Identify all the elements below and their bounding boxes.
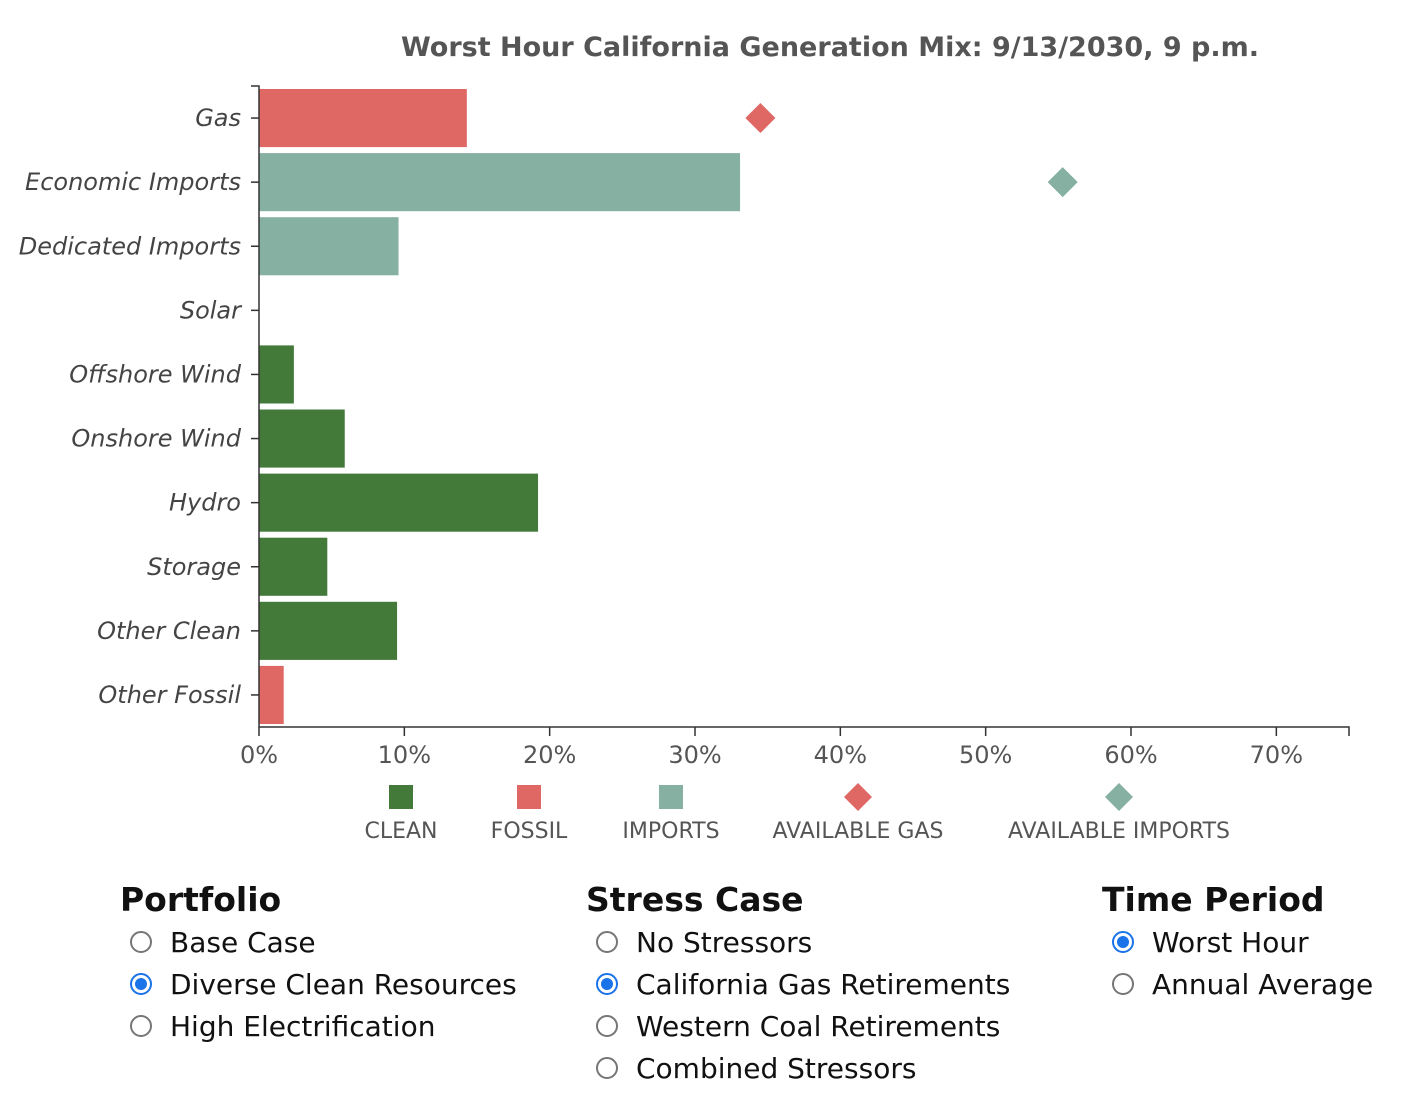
- chart-controls: Portfolio Base Case Diverse Clean Resourc…: [0, 878, 1406, 1106]
- x-tick-label: 0%: [240, 741, 278, 769]
- x-tick-label: 70%: [1250, 741, 1303, 769]
- marker-available-gas: [745, 103, 776, 134]
- legend-symbol-fossil: [517, 785, 541, 809]
- legend-symbol-imports: [659, 785, 683, 809]
- option-no-stressors[interactable]: No Stressors: [586, 922, 812, 964]
- bar-dedicated-imports: [259, 217, 399, 276]
- option-label: No Stressors: [636, 926, 813, 959]
- x-tick-label: 50%: [959, 741, 1012, 769]
- portfolio-title: Portfolio: [120, 880, 282, 919]
- y-tick-label-onshore-wind: Onshore Wind: [71, 425, 241, 453]
- legend-label-imports: IMPORTS: [622, 819, 719, 844]
- y-tick-label-economic-imports: Economic Imports: [25, 168, 241, 196]
- option-california-gas-retirements[interactable]: California Gas Retirements: [586, 964, 1010, 1006]
- chart-title: Worst Hour California Generation Mix: 9/…: [401, 32, 1259, 63]
- bar-other-clean: [259, 601, 398, 660]
- bar-hydro: [259, 473, 539, 532]
- bars-layer: [259, 89, 741, 724]
- radio-button[interactable]: [130, 931, 152, 953]
- portfolio-group: Portfolio Base Case Diverse Clean Resourc…: [120, 878, 517, 1048]
- axes-layer: Gas Economic Imports Dedicated Imports Sola…: [19, 85, 1350, 769]
- legend-symbol-available-imports: [1105, 783, 1133, 811]
- legend-symbol-clean: [389, 785, 413, 809]
- bar-economic-imports: [259, 153, 741, 212]
- radio-button[interactable]: [596, 973, 618, 995]
- y-tick-label-gas: Gas: [195, 104, 241, 132]
- markers-layer: [745, 103, 1078, 198]
- time-period-title: Time Period: [1102, 880, 1325, 919]
- option-worst-hour[interactable]: Worst Hour: [1102, 922, 1325, 964]
- option-diverse-clean-resources[interactable]: Diverse Clean Resources: [120, 964, 517, 1006]
- radio-button[interactable]: [130, 1015, 152, 1037]
- option-label: Base Case: [170, 926, 316, 959]
- radio-button[interactable]: [596, 931, 618, 953]
- option-label: Combined Stressors: [636, 1052, 917, 1085]
- bar-onshore-wind: [259, 409, 345, 468]
- option-annual-average[interactable]: Annual Average: [1102, 964, 1373, 1006]
- stress-case-group: Stress Case No Stressors California Gas R…: [586, 878, 1010, 1090]
- legend-label-available-imports: AVAILABLE IMPORTS: [1008, 819, 1230, 844]
- bar-storage: [259, 537, 328, 596]
- y-tick-label-dedicated-imports: Dedicated Imports: [19, 232, 241, 260]
- radio-button[interactable]: [1112, 931, 1134, 953]
- y-tick-label-other-fossil: Other Fossil: [98, 681, 241, 709]
- x-tick-label: 60%: [1104, 741, 1157, 769]
- option-label: High Electrification: [170, 1010, 436, 1043]
- radio-button[interactable]: [1112, 973, 1134, 995]
- x-tick-label: 30%: [668, 741, 721, 769]
- x-tick-label: 10%: [378, 741, 431, 769]
- legend-label-available-gas: AVAILABLE GAS: [773, 819, 944, 844]
- bar-other-fossil: [259, 665, 284, 724]
- radio-button[interactable]: [596, 1057, 618, 1079]
- option-combined-stressors[interactable]: Combined Stressors: [586, 1048, 916, 1090]
- option-label: Western Coal Retirements: [636, 1010, 1001, 1043]
- legend-symbol-available-gas: [844, 783, 872, 811]
- legend: CLEAN FOSSIL IMPORTS AVAILABLE GAS AVAILABLE…: [364, 783, 1230, 844]
- x-tick-label: 20%: [523, 741, 576, 769]
- marker-available-imports: [1047, 167, 1078, 198]
- option-label: California Gas Retirements: [636, 968, 1011, 1001]
- legend-label-fossil: FOSSIL: [491, 819, 568, 844]
- y-tick-label-other-clean: Other Clean: [97, 617, 241, 645]
- stress-case-title: Stress Case: [586, 880, 804, 919]
- y-tick-label-storage: Storage: [147, 553, 241, 581]
- y-tick-label-offshore-wind: Offshore Wind: [69, 360, 241, 388]
- option-base-case[interactable]: Base Case: [120, 922, 316, 964]
- x-tick-label: 40%: [814, 741, 867, 769]
- legend-label-clean: CLEAN: [364, 819, 437, 844]
- option-high-electrification[interactable]: High Electrification: [120, 1006, 435, 1048]
- y-tick-label-solar: Solar: [180, 296, 243, 324]
- bar-gas: [259, 89, 467, 148]
- time-period-group: Time Period Worst Hour Annual Average: [1102, 878, 1373, 1006]
- radio-button[interactable]: [596, 1015, 618, 1037]
- bar-offshore-wind: [259, 345, 294, 404]
- option-western-coal-retirements[interactable]: Western Coal Retirements: [586, 1006, 1000, 1048]
- generation-mix-chart: Worst Hour California Generation Mix: 9/…: [19, 32, 1350, 844]
- y-tick-label-hydro: Hydro: [169, 489, 241, 517]
- radio-button[interactable]: [130, 973, 152, 995]
- option-label: Diverse Clean Resources: [170, 968, 517, 1001]
- option-label: Annual Average: [1152, 968, 1374, 1001]
- option-label: Worst Hour: [1152, 926, 1309, 959]
